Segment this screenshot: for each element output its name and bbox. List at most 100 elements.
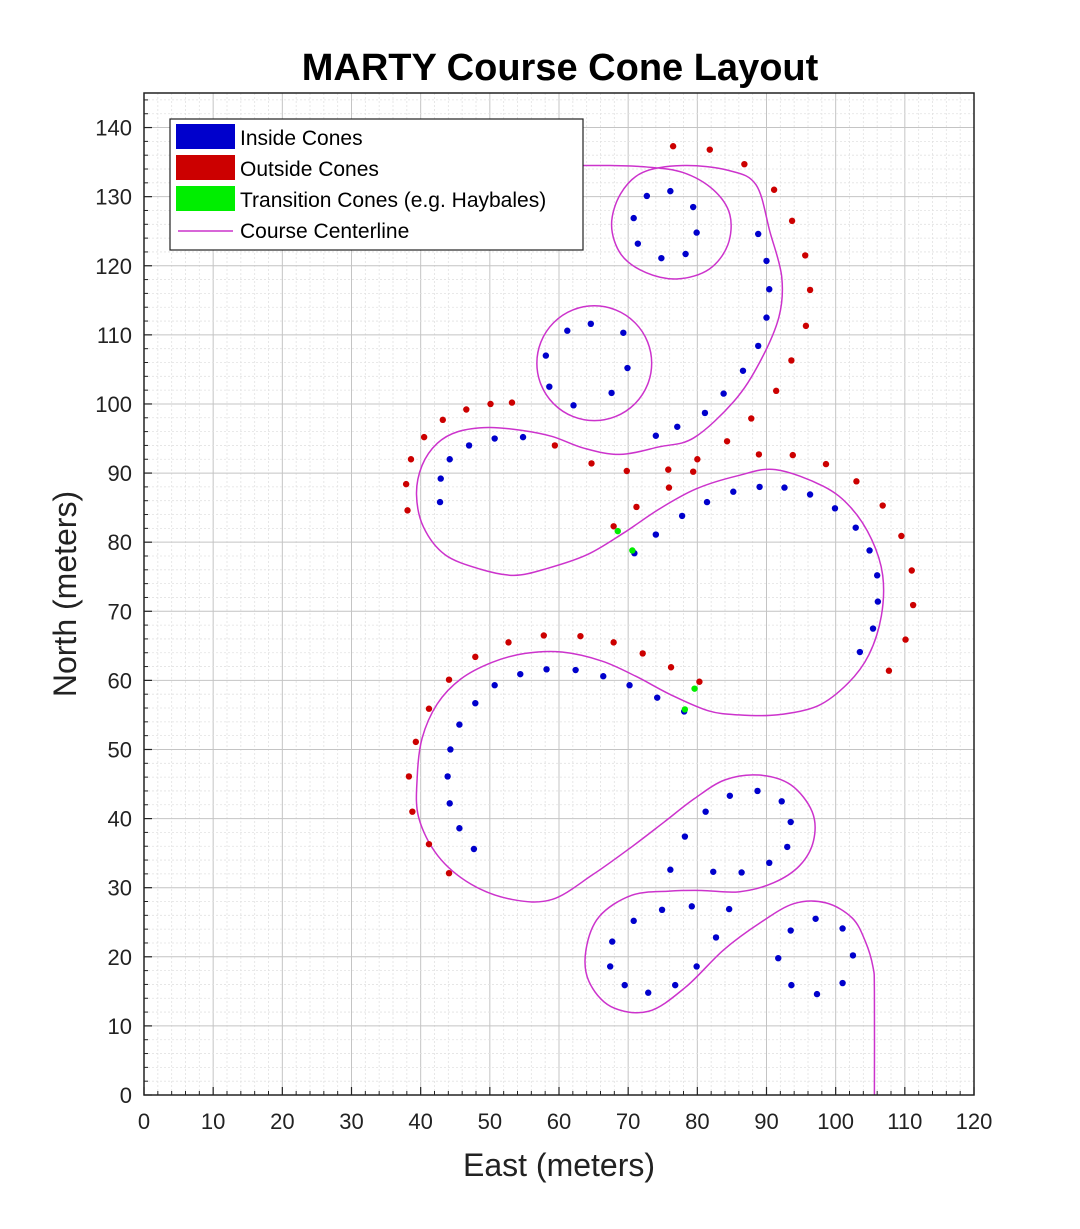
- outside-cone: [409, 808, 416, 815]
- outside-cone: [885, 667, 893, 674]
- inside-cone: [519, 433, 527, 441]
- y-axis-ticks: 0 10 20 30 40 50 60 70 80 90 100 110 120 130 140: [95, 99, 152, 1108]
- transition-cone: [614, 527, 621, 535]
- y-tick-label: 50: [108, 737, 132, 762]
- inside-cone: [456, 825, 463, 832]
- inside-cone: [712, 934, 720, 941]
- outside-cone: [755, 451, 763, 458]
- y-tick-label: 110: [97, 323, 132, 348]
- x-tick-label: 40: [408, 1109, 432, 1134]
- outside-cone: [508, 399, 516, 406]
- outside-cone: [802, 252, 809, 259]
- outside-cone: [402, 480, 410, 488]
- inside-cone: [766, 859, 773, 867]
- x-tick-label: 20: [270, 1109, 294, 1134]
- inside-cone: [781, 484, 788, 491]
- inside-cone: [542, 352, 550, 359]
- legend-swatch-transition: [176, 186, 235, 211]
- transition-cone: [629, 547, 636, 554]
- inside-cone: [491, 682, 498, 689]
- inside-cone: [609, 938, 616, 945]
- outside-cone: [505, 639, 512, 646]
- inside-cone: [756, 483, 763, 491]
- outside-cone: [806, 286, 814, 294]
- x-tick-label: 10: [201, 1109, 225, 1134]
- inside-cone: [470, 845, 478, 853]
- outside-cone: [425, 705, 433, 712]
- inside-cone: [678, 512, 686, 520]
- inside-cone: [755, 342, 762, 350]
- transition-cone: [691, 685, 698, 692]
- inside-cone: [517, 670, 524, 678]
- inside-cone: [446, 456, 453, 463]
- outside-cone: [788, 357, 795, 364]
- inside-cone: [491, 435, 498, 442]
- inside-cone: [688, 903, 695, 910]
- outside-cone: [908, 567, 915, 574]
- inside-cone: [624, 364, 631, 372]
- inside-cone: [621, 981, 628, 989]
- outside-cone: [407, 456, 415, 463]
- inside-cone: [739, 367, 747, 374]
- outside-cone: [487, 400, 494, 408]
- inside-cone: [852, 524, 859, 531]
- inside-cone: [689, 203, 697, 211]
- outside-cone: [909, 601, 917, 609]
- inside-cone: [658, 906, 666, 914]
- inside-cone: [456, 721, 463, 728]
- outside-cone: [665, 466, 672, 473]
- y-tick-label: 10: [108, 1014, 132, 1039]
- legend-label-transition: Transition Cones (e.g. Haybales): [240, 189, 546, 212]
- inside-cone: [587, 320, 595, 328]
- inside-cone: [702, 808, 709, 815]
- inside-cone: [444, 773, 451, 780]
- y-tick-label: 30: [108, 876, 132, 901]
- outside-cone: [577, 632, 584, 640]
- x-axis-ticks: 0 10 20 30 40 50 60 70 80 90 100 110 120: [138, 1087, 992, 1134]
- centerline-loop: [536, 305, 653, 422]
- y-axis-label: North (meters): [47, 491, 83, 697]
- outside-cone: [789, 451, 796, 459]
- inside-cone: [572, 666, 579, 674]
- inside-cone: [874, 598, 882, 605]
- outside-cone: [420, 433, 428, 441]
- plot-area: [402, 143, 917, 1096]
- outside-cone: [822, 460, 830, 468]
- chart-title: MARTY Course Cone Layout: [302, 47, 819, 89]
- inside-cone: [446, 800, 453, 807]
- inside-cone: [813, 990, 821, 998]
- outside-cone: [665, 484, 673, 491]
- inside-cone: [667, 187, 674, 195]
- legend-swatch-inside: [176, 124, 235, 149]
- outside-cone: [772, 387, 780, 395]
- x-tick-label: 50: [478, 1109, 502, 1134]
- inside-cone: [856, 648, 864, 656]
- centerline-path: [415, 164, 885, 1096]
- inside-cone: [570, 402, 577, 409]
- y-tick-label: 140: [95, 116, 132, 141]
- inside-cone: [436, 498, 444, 506]
- outside-cone: [902, 636, 909, 643]
- inside-cone: [787, 927, 794, 934]
- inside-cone: [620, 329, 627, 336]
- inside-cone: [652, 531, 660, 538]
- outside-cone: [741, 160, 748, 168]
- inside-cone: [652, 432, 660, 439]
- outside-cone: [405, 773, 413, 780]
- legend-label-inside: Inside Cones: [240, 127, 363, 150]
- outside-cone: [788, 217, 796, 225]
- inside-cone: [703, 498, 711, 506]
- inside-cone: [546, 383, 553, 390]
- inside-cone: [630, 214, 637, 222]
- inside-cone: [564, 327, 571, 334]
- inside-cone: [839, 925, 846, 932]
- y-tick-label: 0: [120, 1083, 132, 1108]
- inside-cone: [634, 240, 642, 247]
- outside-cone: [879, 502, 886, 509]
- x-tick-label: 60: [547, 1109, 571, 1134]
- y-tick-label: 90: [108, 461, 132, 486]
- outside-cone: [588, 460, 595, 467]
- inside-cone: [437, 475, 444, 482]
- inside-cone: [667, 866, 674, 873]
- x-tick-label: 0: [138, 1109, 150, 1134]
